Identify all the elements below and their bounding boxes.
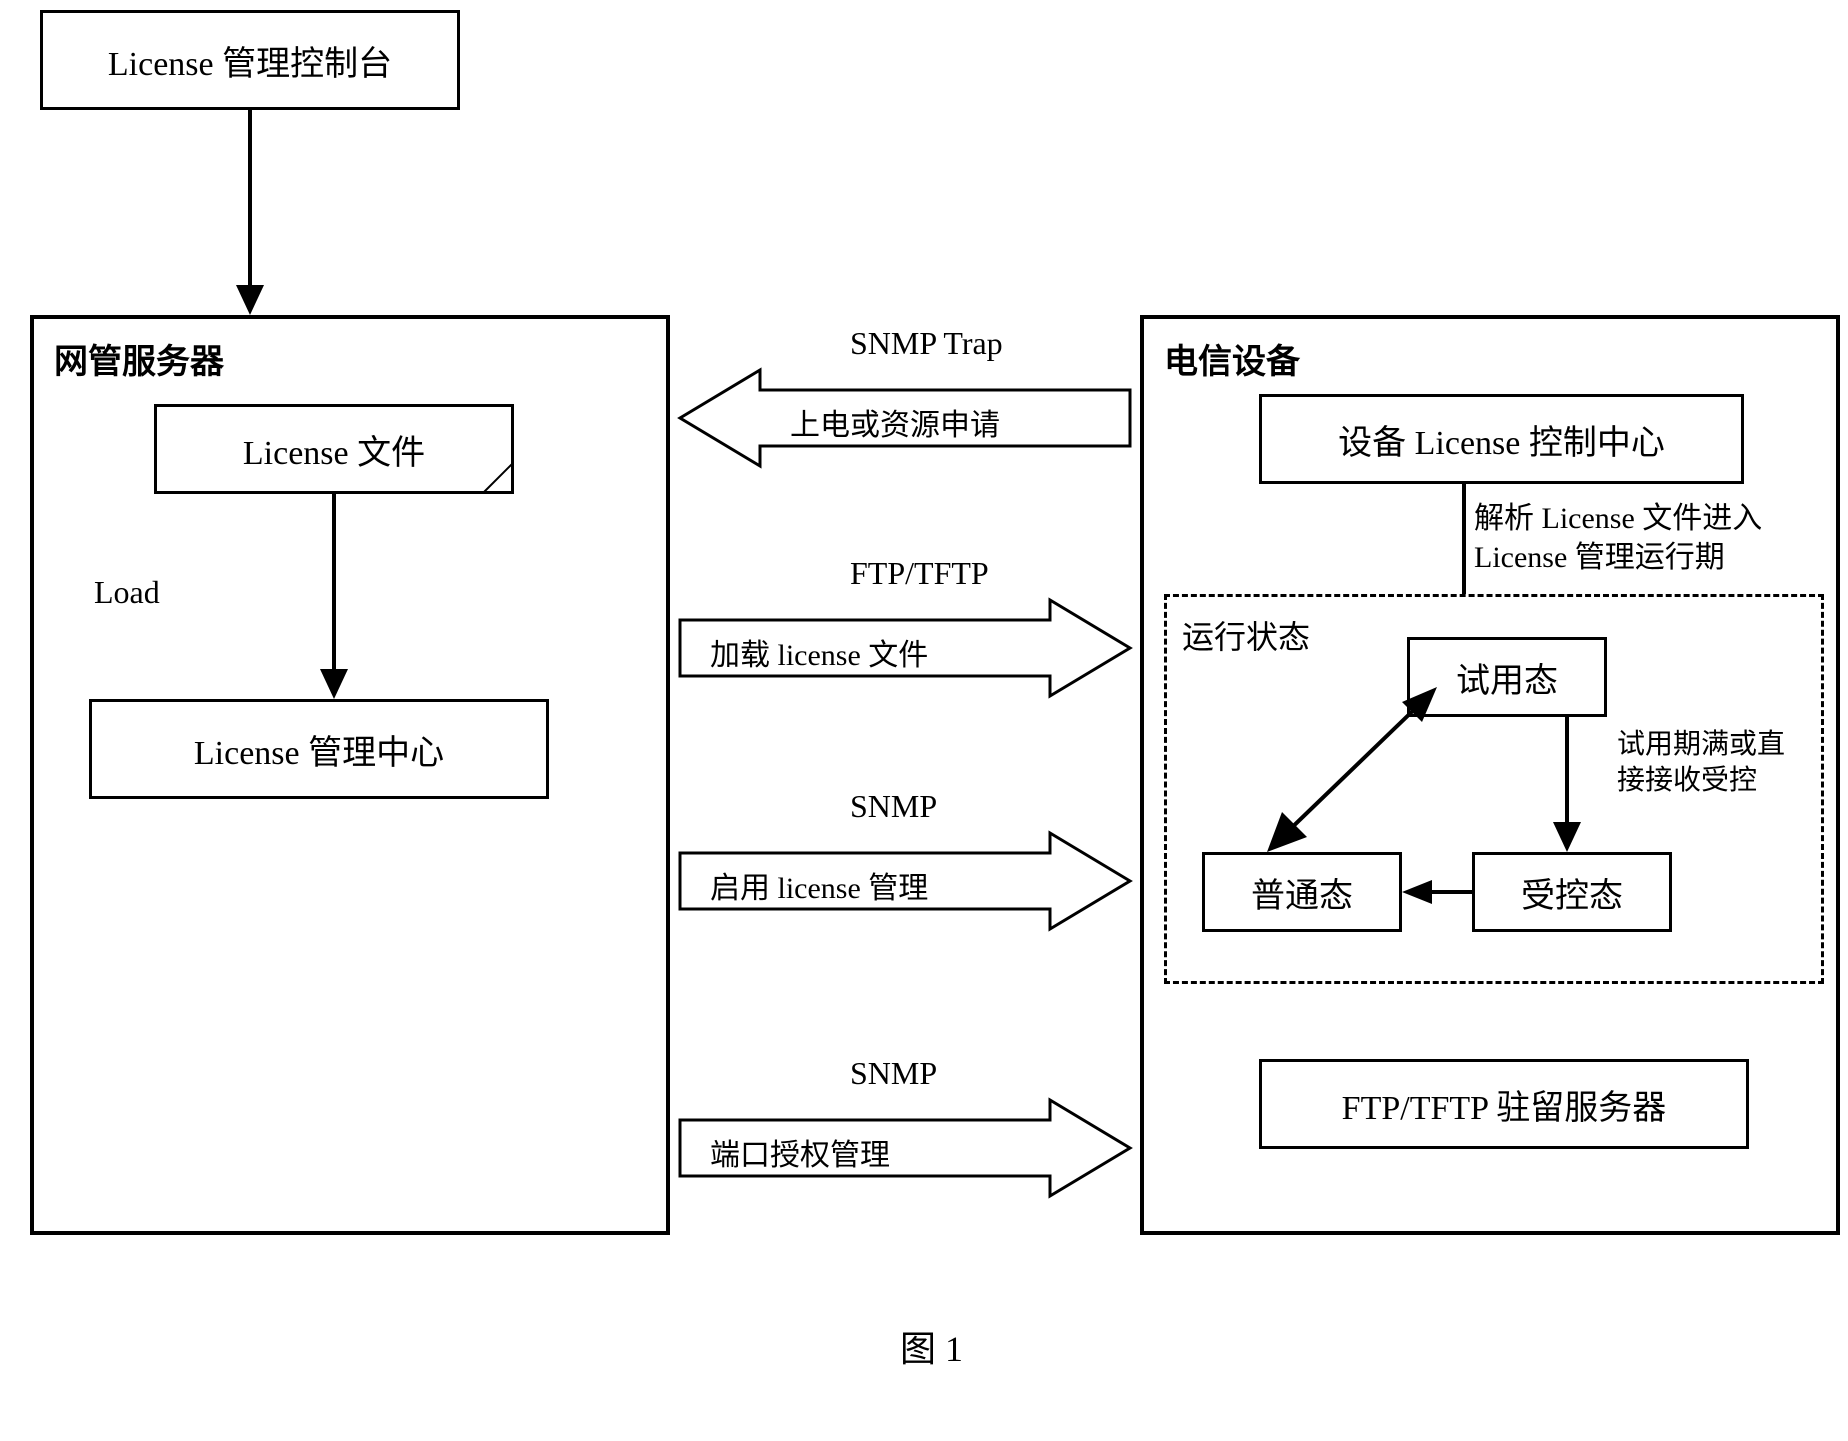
arrow-console-to-nms [230, 110, 270, 315]
controlled-state-box: 受控态 [1472, 852, 1672, 932]
load-text: 加载 license 文件 [710, 630, 928, 674]
arrow-trial-controlled [1547, 717, 1587, 852]
license-center-label: License 管理中心 [194, 725, 444, 774]
trial-note: 试用期满或直 接接收受控 [1617, 727, 1785, 800]
trial-note-l1: 试用期满或直 [1617, 729, 1785, 760]
controlled-state-label: 受控态 [1521, 868, 1623, 917]
device-container: 电信设备 设备 License 控制中心 解析 License 文件进入 Lic… [1140, 315, 1840, 1235]
license-file-label: License 文件 [243, 425, 425, 474]
trial-state-label: 试用态 [1456, 653, 1558, 702]
figure-caption: 图 1 [900, 1320, 963, 1372]
nms-title: 网管服务器 [54, 334, 224, 383]
parse-note: 解析 License 文件进入 License 管理运行期 [1474, 499, 1762, 577]
arrow-trial-normal [1247, 687, 1447, 867]
doc-corner-icon [484, 464, 519, 499]
load-proto-label: FTP/TFTP [850, 555, 989, 592]
load-label: Load [94, 574, 160, 611]
port-proto-label: SNMP [850, 1055, 937, 1092]
enable-text: 启用 license 管理 [710, 863, 928, 907]
device-control-center-label: 设备 License 控制中心 [1338, 415, 1665, 464]
license-center-box: License 管理中心 [89, 699, 549, 799]
runtime-box: 运行状态 试用态 试用期满或直 接接收受控 普通态 受控态 [1164, 594, 1824, 984]
normal-state-label: 普通态 [1251, 868, 1353, 917]
device-title: 电信设备 [1164, 334, 1300, 383]
trap-text: 上电或资源申请 [790, 400, 1000, 444]
ftp-server-label: FTP/TFTP 驻留服务器 [1342, 1080, 1667, 1129]
license-file-box: License 文件 [154, 404, 514, 494]
license-console-box: License 管理控制台 [40, 10, 460, 110]
ftp-server-box: FTP/TFTP 驻留服务器 [1259, 1059, 1749, 1149]
nms-container: 网管服务器 License 文件 Load License 管理中心 [30, 315, 670, 1235]
parse-note-l2: License 管理运行期 [1474, 541, 1725, 574]
runtime-title: 运行状态 [1182, 612, 1310, 658]
arrow-controlled-normal [1402, 877, 1472, 917]
arrow-file-to-center [314, 494, 354, 699]
trial-note-l2: 接接收受控 [1617, 765, 1757, 796]
enable-proto-label: SNMP [850, 788, 937, 825]
device-control-center-box: 设备 License 控制中心 [1259, 394, 1744, 484]
trap-proto-label: SNMP Trap [850, 325, 1003, 362]
port-text: 端口授权管理 [710, 1130, 890, 1174]
parse-note-l1: 解析 License 文件进入 [1474, 502, 1762, 535]
license-console-label: License 管理控制台 [108, 36, 392, 85]
